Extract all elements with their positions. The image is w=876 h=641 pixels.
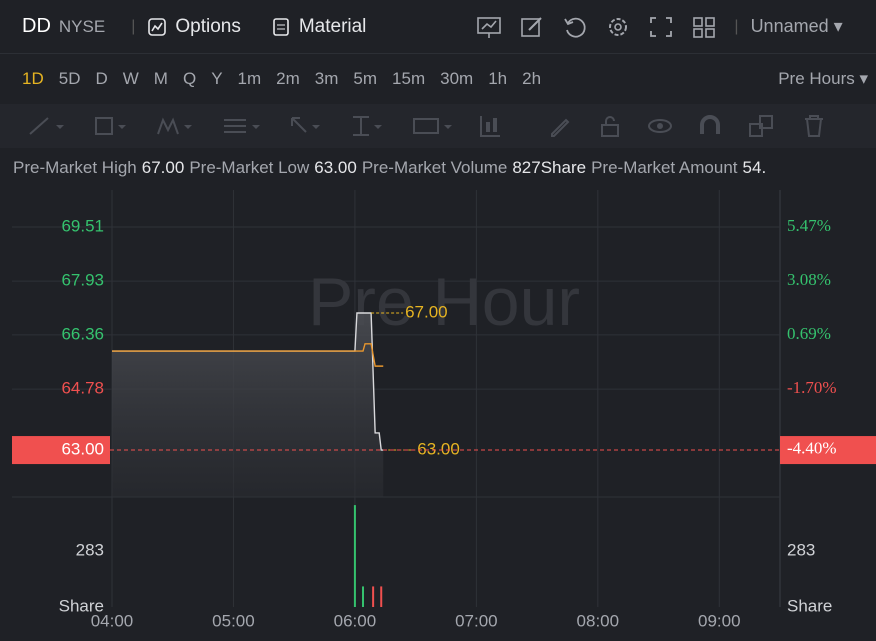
line-tool[interactable] [28,114,68,138]
period-button[interactable]: 30m [440,69,474,88]
lock-tool[interactable] [598,114,622,138]
magnet-tool[interactable] [698,114,722,138]
layout-icon[interactable] [691,15,717,39]
volume-bar [372,586,375,607]
text-tool[interactable] [412,114,452,138]
x-tick-label: 05:00 [212,611,255,630]
x-tick-label: 09:00 [698,611,741,630]
period-button[interactable]: 3m [314,69,339,88]
stat-label: Pre-Market High [13,158,137,177]
series-line [112,343,384,367]
period-button[interactable]: 5m [353,69,378,88]
period-bar: 1D 5D D W M Q Y 1m 2m 3m 5m 15m 30m 1h 2h Pre Hours ▾ [0,54,876,104]
chart: 69.51 67.93 66.36 64.78 5.47% 3.08% 0.69% -1.70… [12,190,876,630]
x-tick-label: 04:00 [91,611,134,630]
layers-tool[interactable] [748,114,776,138]
material-icon [273,17,289,36]
separator: | [734,17,739,35]
period-button[interactable]: M [153,69,168,88]
edit-icon[interactable] [519,15,545,39]
stat-label: Pre-Market Low [189,158,310,177]
y-tick-label: 69.51 [61,216,104,235]
fullscreen-icon[interactable] [648,15,674,39]
symbol: DD [22,15,51,37]
session-name: Pre Hours [778,69,855,88]
volume-bar [362,586,365,607]
watermark: Pre Hour [308,264,580,340]
volume-bar [353,505,356,607]
stat-label: Pre-Market Volume [361,158,508,177]
stat-value: 827Share [512,158,587,177]
period-button[interactable]: Y [211,69,223,88]
exchange: NYSE [58,16,106,36]
stats-line: Pre-Market High 67.00 Pre-Market Low 63.00 P… [0,150,876,186]
bar-tool[interactable] [478,114,502,138]
period-button[interactable]: 1D [22,69,44,88]
period-button[interactable]: 1h [488,69,508,88]
arrow-tool[interactable] [288,114,324,138]
x-tick-label: 06:00 [334,611,377,630]
current-pct-label: -4.40% [787,439,837,458]
current-price-box [12,436,110,465]
drawing-toolbar [0,104,876,148]
period-button[interactable]: 2h [522,69,542,88]
layout-name: Unnamed [750,16,829,36]
fib-tool[interactable] [222,114,262,138]
wave-tool[interactable] [156,114,196,138]
high-marker-label: 67.00 [405,302,448,321]
period-button[interactable]: 15m [392,69,426,88]
rect-tool[interactable] [94,114,130,138]
y2-tick-label: 5.47% [787,216,831,235]
material-button[interactable]: Material [271,15,367,38]
stat-label: Pre-Market Amount [591,158,738,177]
period-list: 1D 5D D W M Q Y 1m 2m 3m 5m 15m 30m 1h 2h [22,69,556,89]
current-pct-box [780,436,876,465]
price-area [112,313,384,497]
stat-value: 54. [742,158,767,177]
options-label: Options [175,15,241,37]
current-price-label: 63.00 [61,440,104,459]
layout-selector[interactable]: Unnamed ▾ [750,16,843,36]
settings-icon[interactable] [605,15,631,39]
stat-value: 67.00 [141,158,185,177]
y2-tick-label: 3.08% [787,270,831,289]
unit-label: Share [59,596,104,615]
series-line [112,312,384,451]
y-tick-label: 66.36 [61,324,104,343]
y-tick-label: 67.93 [61,271,104,290]
y2-tick-label: 283 [787,540,815,559]
pen-tool[interactable] [548,114,572,138]
period-button[interactable]: W [122,69,139,88]
separator: | [131,17,136,35]
y-tick-label: 64.78 [61,379,104,398]
y2-tick-label: 0.69% [787,324,831,343]
delete-tool[interactable] [802,114,826,138]
session-selector[interactable]: Pre Hours ▾ [778,69,868,88]
period-button[interactable]: 1m [237,69,262,88]
options-button[interactable]: Options [147,15,241,38]
x-tick-label: 08:00 [577,611,620,630]
top-bar: DD NYSE | Options Material | Unnamed ▾ [0,0,876,54]
material-label: Material [298,15,367,37]
x-tick-label: 07:00 [455,611,498,630]
y-tick-label: 283 [76,540,104,559]
period-button[interactable]: 2m [276,69,300,88]
volume-bar [380,586,383,607]
stat-value: 63.00 [314,158,357,177]
period-button[interactable]: Q [182,69,197,88]
period-button[interactable]: D [95,69,108,88]
period-button[interactable]: 5D [58,69,81,88]
eye-tool[interactable] [648,114,672,138]
low-marker-label: 63.00 [417,440,460,459]
chart-icon[interactable] [476,15,502,39]
options-icon [148,17,167,36]
unit-label: Share [787,596,832,615]
y2-tick-label: -1.70% [787,378,837,397]
measure-tool[interactable] [350,114,386,138]
reset-icon[interactable] [562,15,588,39]
